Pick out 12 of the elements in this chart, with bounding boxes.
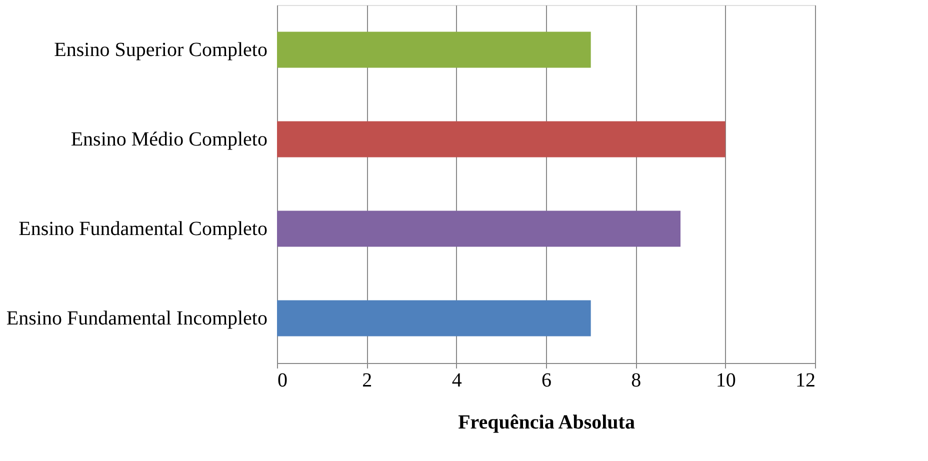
x-axis-title: Frequência Absoluta (458, 412, 635, 434)
y-tick-label: Ensino Superior Completo (54, 38, 268, 61)
x-tick-label: 4 (452, 370, 462, 392)
x-tick-label: 2 (362, 370, 372, 392)
x-tick-label: 12 (796, 370, 816, 392)
x-tick-label: 6 (542, 370, 552, 392)
x-tick-label: 10 (716, 370, 736, 392)
y-tick-label: Ensino Fundamental Completo (18, 218, 268, 240)
y-tick-label: Ensino Médio Completo (70, 128, 268, 150)
x-tick-label: 8 (631, 370, 642, 392)
y-tick-label: Ensino Fundamental Incompleto (6, 307, 268, 330)
x-tick-label: 0 (278, 370, 288, 392)
